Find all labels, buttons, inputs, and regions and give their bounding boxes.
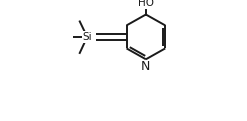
Text: HO: HO (138, 0, 154, 8)
Text: N: N (141, 60, 151, 73)
Text: Si: Si (82, 32, 92, 42)
